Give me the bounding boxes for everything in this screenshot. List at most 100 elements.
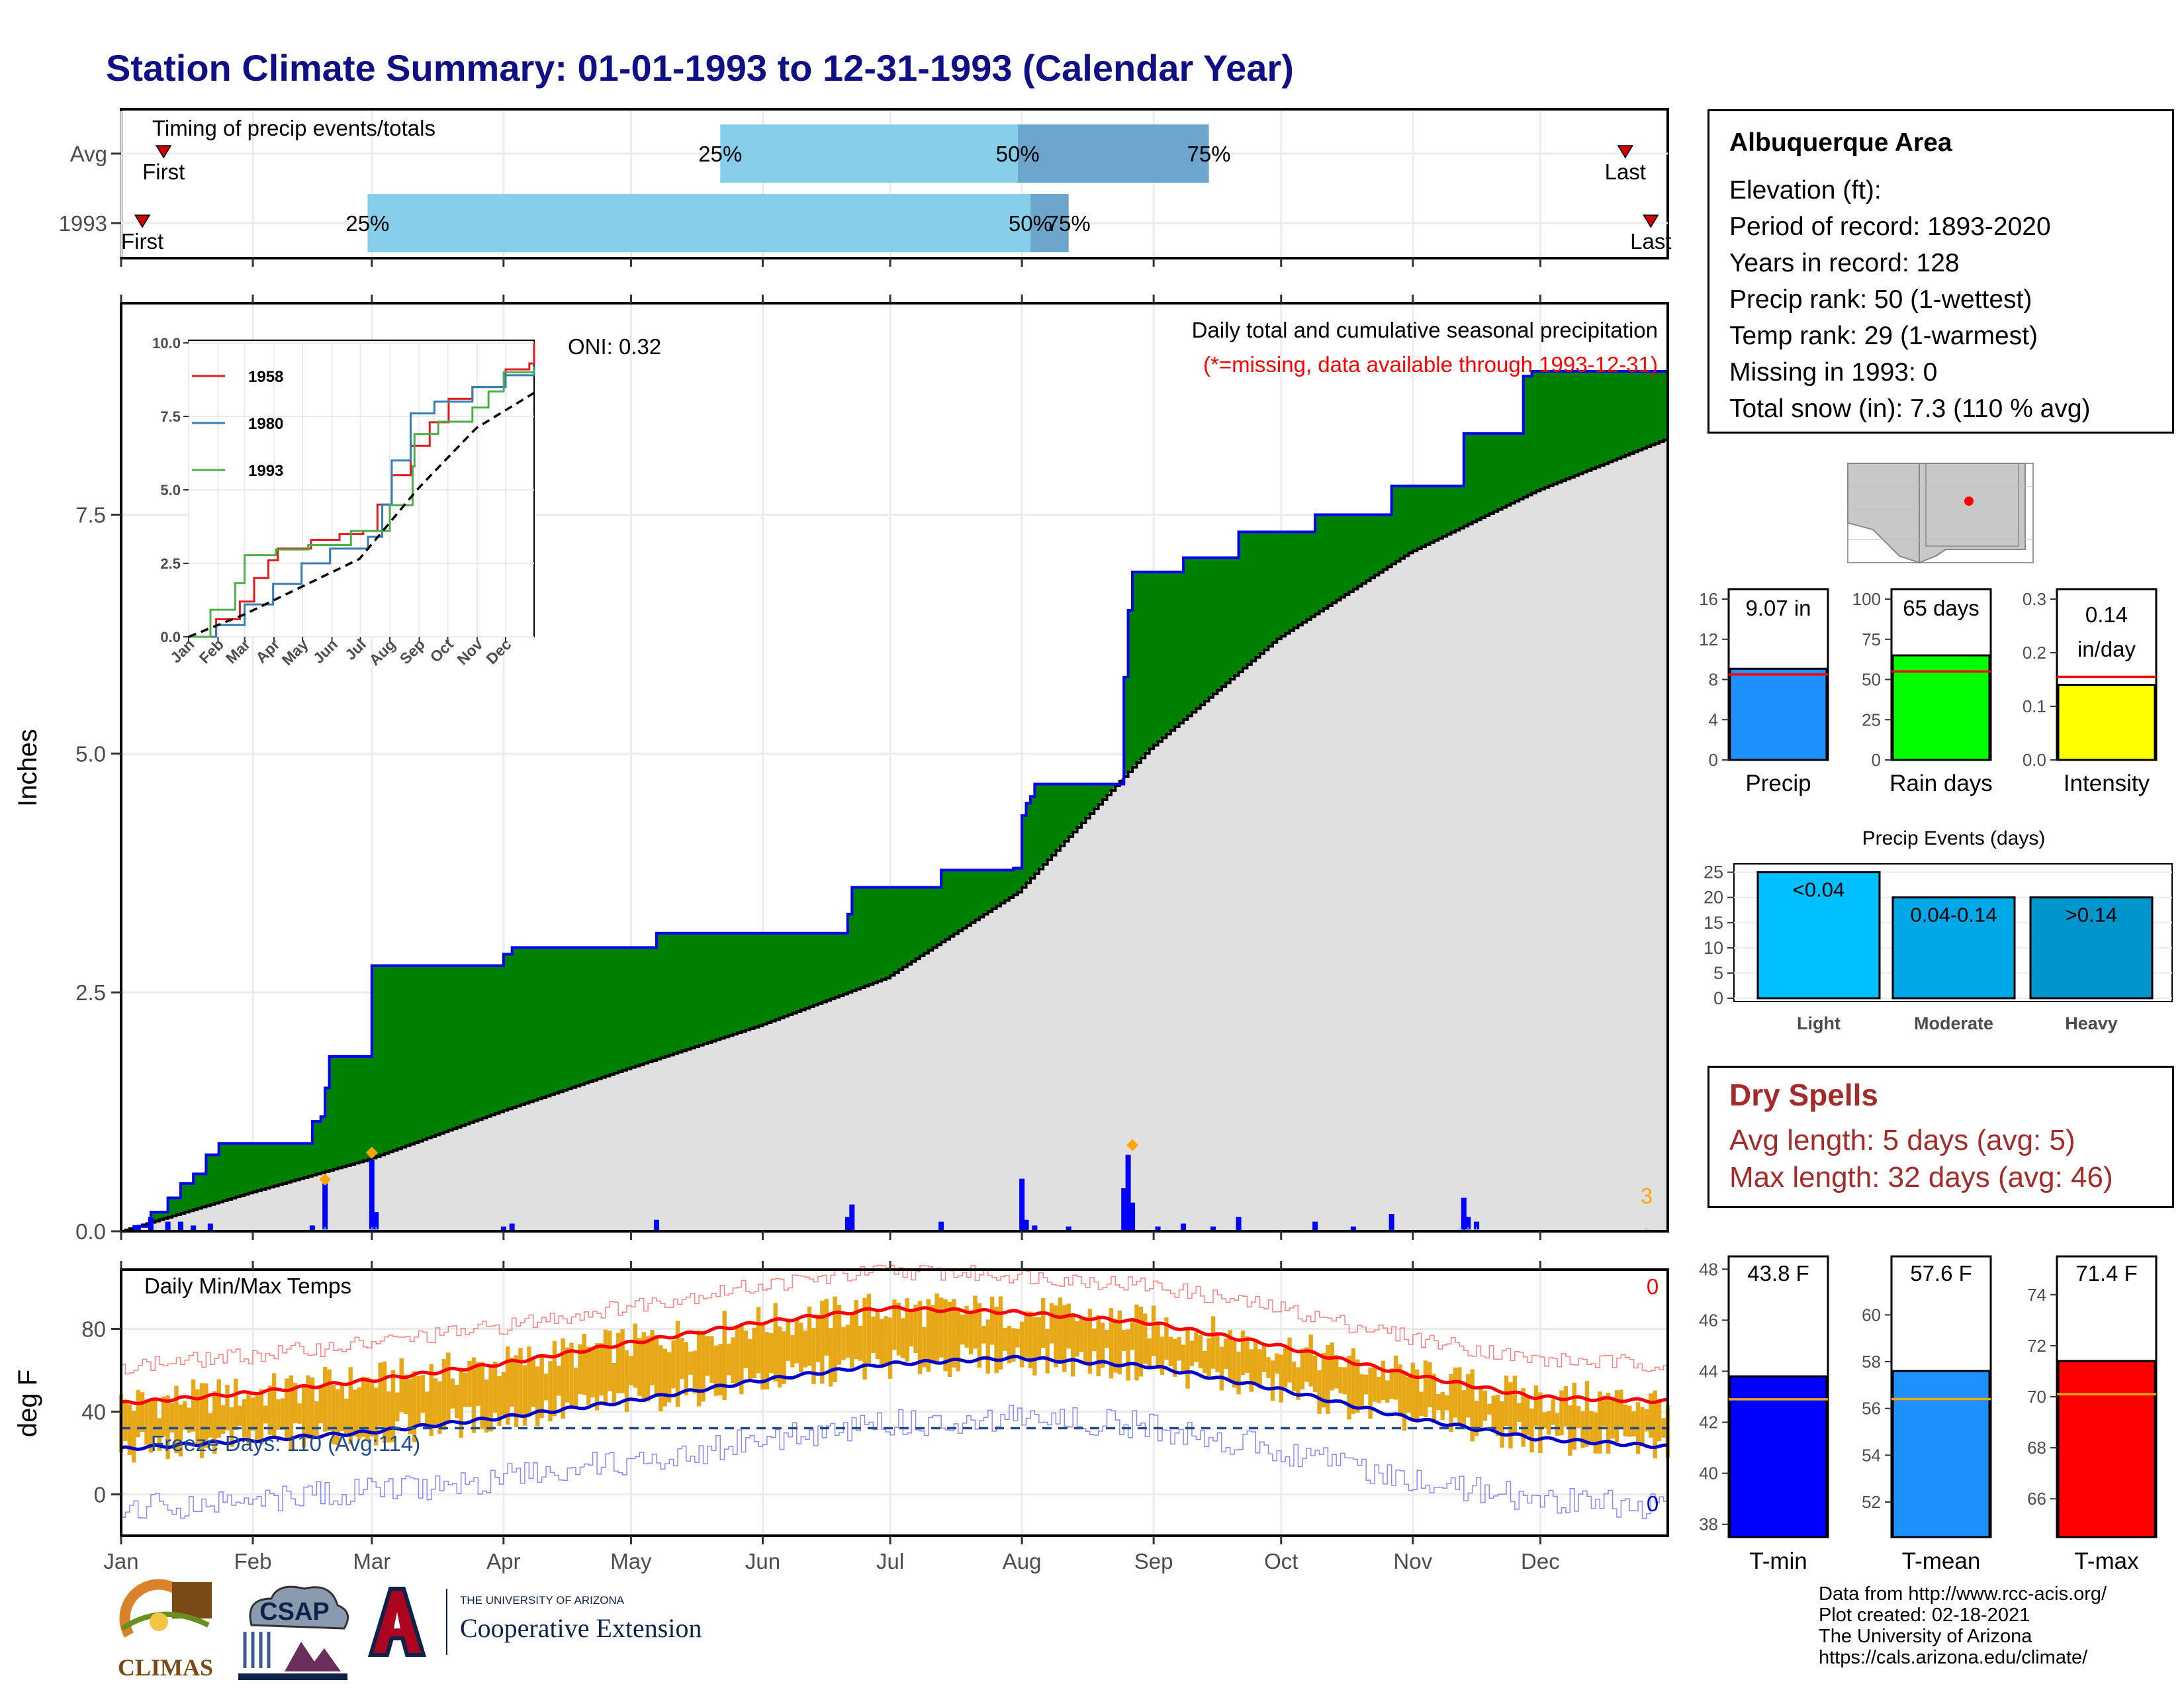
temp-daily-bar bbox=[450, 1378, 455, 1409]
temp-daily-bar bbox=[246, 1390, 251, 1446]
summary-y-tick-label: 75 bbox=[1862, 630, 1881, 649]
tbar-value-label: 71.4 F bbox=[2075, 1261, 2138, 1286]
temp-daily-bar bbox=[1296, 1367, 1300, 1400]
precip-anomaly-fill bbox=[1548, 371, 1554, 487]
temp-y-tick-label: 80 bbox=[81, 1317, 106, 1342]
ce-university-label: THE UNIVERSITY OF ARIZONA bbox=[460, 1594, 625, 1607]
precip-anomaly-fill bbox=[626, 947, 631, 1070]
temp-daily-bar bbox=[255, 1395, 259, 1441]
temp-daily-bar bbox=[1542, 1412, 1547, 1429]
temp-daily-bar bbox=[743, 1331, 748, 1368]
precip-anomaly-fill bbox=[244, 1143, 250, 1195]
precip-anomaly-fill bbox=[261, 1143, 266, 1190]
temp-daily-bar bbox=[1338, 1367, 1343, 1393]
temp-daily-bar bbox=[718, 1344, 723, 1395]
temp-daily-bar bbox=[301, 1387, 306, 1448]
precip-anomaly-fill bbox=[1293, 532, 1298, 629]
temp-daily-bar bbox=[543, 1374, 549, 1401]
temp-daily-bar bbox=[433, 1378, 438, 1425]
precip-anomaly-fill bbox=[1285, 532, 1290, 634]
temp-daily-bar bbox=[947, 1301, 952, 1378]
temp-daily-bar bbox=[1529, 1408, 1534, 1453]
temp-daily-bar bbox=[1028, 1311, 1033, 1369]
temp-daily-bar bbox=[1270, 1360, 1275, 1401]
precip-anomaly-fill bbox=[592, 947, 598, 1081]
precip-anomaly-fill bbox=[354, 1056, 359, 1164]
temp-y-axis-title: deg F bbox=[13, 1370, 42, 1437]
temp-daily-bar bbox=[671, 1340, 676, 1389]
summary-bar-label: Precip bbox=[1745, 771, 1811, 796]
ua-logo bbox=[364, 1582, 430, 1662]
temp-daily-bar bbox=[722, 1311, 727, 1401]
precip-anomaly-fill bbox=[558, 947, 564, 1092]
temp-daily-bar bbox=[204, 1383, 208, 1448]
temp-daily-bar bbox=[1210, 1316, 1216, 1369]
precip-anomaly-fill bbox=[1056, 784, 1061, 851]
temp-y-tick-label: 0 bbox=[94, 1483, 106, 1507]
precip-anomaly-fill bbox=[426, 965, 432, 1139]
events-category-label: Heavy bbox=[2065, 1013, 2118, 1033]
precip-anomaly-fill bbox=[1586, 371, 1592, 471]
temp-daily-bar bbox=[1083, 1318, 1088, 1363]
month-label: Jan bbox=[103, 1549, 138, 1573]
temp-daily-bar bbox=[1109, 1308, 1114, 1379]
precip-daily-bar bbox=[1388, 1214, 1394, 1231]
precip-anomaly-fill bbox=[1514, 433, 1520, 502]
timing-last-marker bbox=[1642, 214, 1659, 228]
precip-anomaly-fill bbox=[579, 947, 585, 1086]
precip-anomaly-fill bbox=[490, 965, 496, 1115]
precip-anomaly-fill bbox=[1195, 557, 1201, 710]
temp-daily-bar bbox=[514, 1355, 519, 1428]
precip-anomaly-fill bbox=[338, 1056, 343, 1168]
temp-daily-bar bbox=[1482, 1390, 1488, 1421]
temp-daily-bar bbox=[327, 1369, 332, 1431]
temp-daily-bar bbox=[1602, 1395, 1606, 1427]
precip-anomaly-fill bbox=[1425, 485, 1430, 545]
summary-value-label: 9.07 in bbox=[1745, 596, 1811, 620]
precip-anomaly-fill bbox=[1437, 485, 1443, 539]
precip-anomaly-fill bbox=[635, 947, 640, 1067]
precip-daily-bar bbox=[1023, 1219, 1029, 1231]
precip-anomaly-fill bbox=[1353, 514, 1358, 590]
temp-daily-bar bbox=[1249, 1349, 1254, 1392]
temp-daily-bar bbox=[357, 1387, 361, 1440]
temp-daily-bar bbox=[1304, 1347, 1309, 1382]
temp-daily-bar bbox=[1487, 1403, 1492, 1415]
precip-anomaly-fill bbox=[677, 933, 682, 1053]
precip-anomaly-fill bbox=[664, 933, 670, 1057]
temp-daily-bar bbox=[1393, 1355, 1398, 1400]
temp-daily-bar bbox=[476, 1362, 480, 1406]
precip-anomaly-fill bbox=[758, 933, 763, 1027]
precip-anomaly-fill bbox=[499, 965, 504, 1113]
precip-anomaly-fill bbox=[928, 887, 933, 951]
precip-anomaly-fill bbox=[1051, 784, 1056, 856]
precip-anomaly-fill bbox=[1655, 371, 1660, 444]
summary-value-label: 65 days bbox=[1903, 596, 1979, 620]
precip-anomaly-fill bbox=[1234, 557, 1239, 677]
csap-logo: CSAP bbox=[232, 1579, 354, 1681]
precip-anomaly-fill bbox=[1637, 371, 1643, 451]
precip-anomaly-fill bbox=[639, 947, 645, 1065]
temp-daily-bar bbox=[977, 1303, 982, 1368]
precip-anomaly-fill bbox=[762, 933, 768, 1025]
precip-anomaly-fill bbox=[1047, 784, 1052, 861]
precip-anomaly-fill bbox=[405, 965, 410, 1147]
month-label: Aug bbox=[1003, 1549, 1042, 1573]
temp-daily-bar bbox=[769, 1333, 774, 1374]
precip-anomaly-fill bbox=[690, 933, 696, 1049]
precip-anomaly-fill bbox=[1395, 485, 1400, 562]
precip-anomaly-fill bbox=[898, 887, 903, 970]
precip-anomaly-fill bbox=[516, 947, 521, 1107]
temp-daily-bar bbox=[594, 1343, 600, 1411]
temp-daily-bar bbox=[455, 1384, 459, 1419]
precip-heavy-diamond bbox=[319, 1173, 332, 1186]
temp-daily-bar bbox=[998, 1296, 1003, 1370]
summary-y-tick-label: 0 bbox=[1709, 750, 1718, 770]
inset-y-tick-label: 10.0 bbox=[152, 335, 181, 352]
station-years: Years in record: 128 bbox=[1729, 249, 1960, 277]
summary-bar-2 bbox=[2057, 684, 2156, 761]
temp-daily-bar bbox=[1185, 1329, 1190, 1389]
temp-daily-bar bbox=[1321, 1352, 1326, 1408]
temp-daily-bar bbox=[169, 1403, 175, 1432]
events-y-tick-label: 10 bbox=[1704, 938, 1723, 958]
